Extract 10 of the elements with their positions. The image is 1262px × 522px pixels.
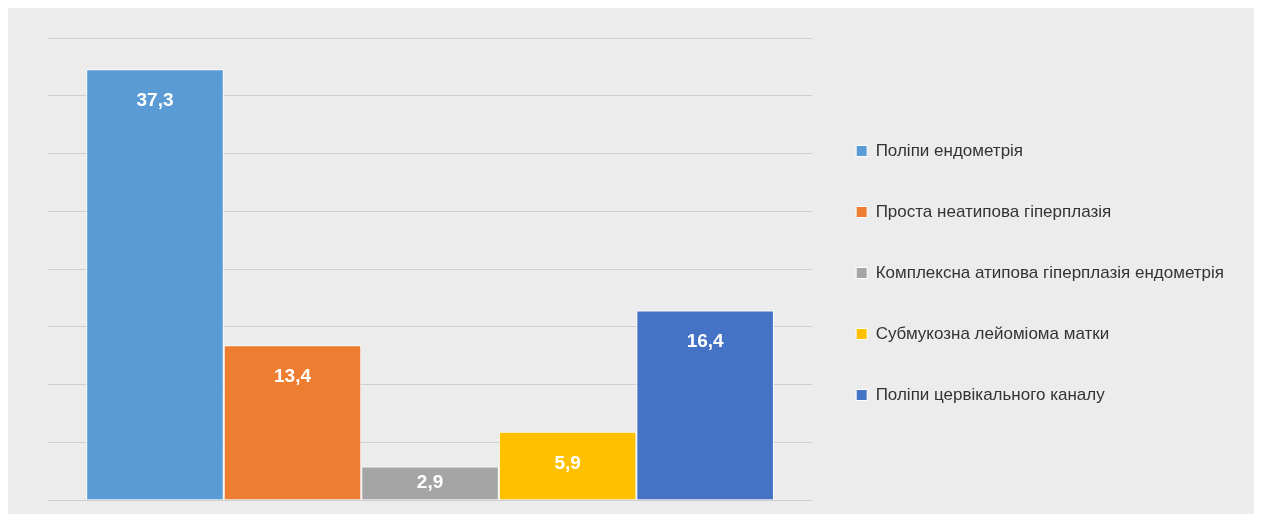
legend-label: Субмукозна лейоміома матки bbox=[875, 323, 1110, 343]
data-label: 5,9 bbox=[554, 451, 581, 473]
data-label: 2,9 bbox=[416, 471, 444, 493]
legend-label: Комплексна атипова гіперплазія ендометрія bbox=[875, 262, 1224, 282]
data-label: 13,4 bbox=[274, 364, 312, 386]
legend-label: Поліпи цервікального каналу bbox=[875, 384, 1106, 404]
data-label: 37,3 bbox=[136, 88, 174, 110]
legend-label: Поліпи ендометрія bbox=[875, 140, 1024, 160]
data-label: 16,4 bbox=[686, 330, 725, 352]
legend-label: Проста неатипова гіперплазія bbox=[875, 201, 1112, 221]
